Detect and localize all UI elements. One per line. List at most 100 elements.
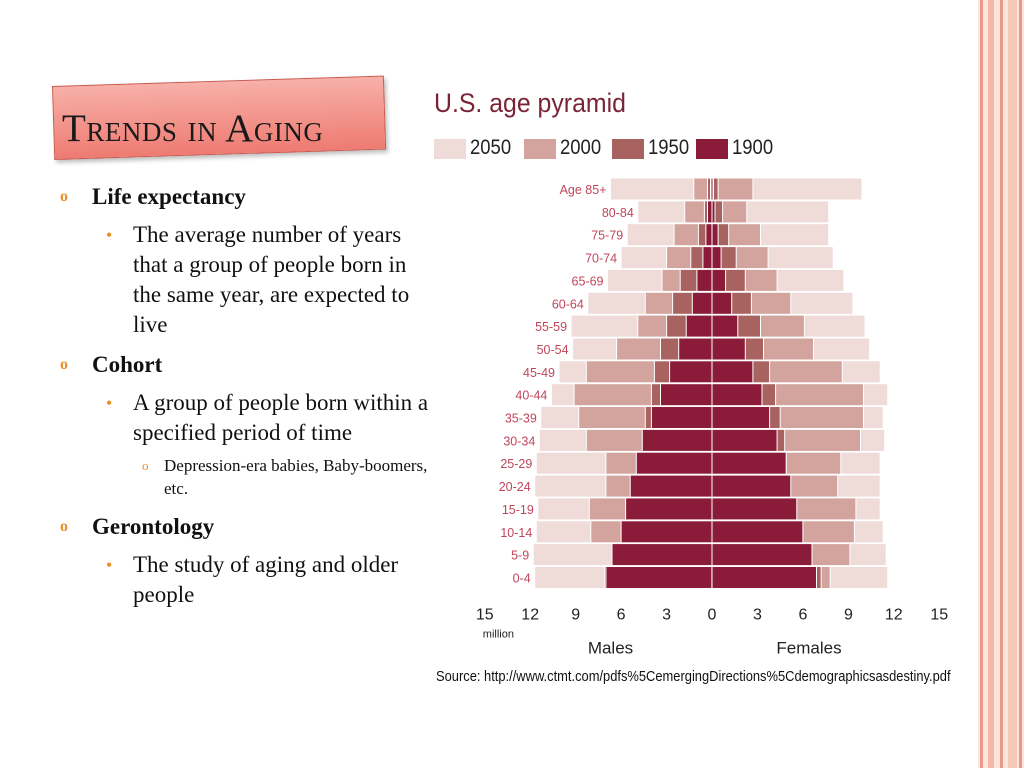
bar-female-1900-60-64: [711, 291, 733, 315]
bullet-marker-icon: o: [60, 518, 68, 535]
x-axis-unit: million: [483, 628, 514, 640]
bar-male-1900-60-64: [691, 291, 713, 315]
bar-female-1900-20-24: [711, 474, 792, 498]
bar-female-1900-75-79: [711, 223, 719, 247]
x-tick-label: 0: [708, 606, 717, 623]
age-label-50-54: 50-54: [537, 343, 569, 357]
age-label-40-44: 40-44: [515, 389, 547, 403]
bullet-life-expectancy: o Life expectancy: [60, 182, 430, 212]
bar-male-1900-80-84: [707, 200, 713, 224]
bar-female-1900-5-9: [711, 543, 813, 567]
age-label-20-24: 20-24: [499, 480, 531, 494]
x-tick-label: 15: [476, 606, 494, 623]
bullet-label: Life expectancy: [92, 184, 246, 209]
x-tick-label: 12: [885, 606, 903, 623]
sub-bullet-marker-icon: •: [106, 225, 113, 245]
bullet-text: The study of aging and older people: [133, 552, 399, 607]
legend-swatch: [612, 139, 644, 159]
bullet-label: Cohort: [92, 352, 163, 377]
legend-label: 2050: [470, 136, 512, 159]
bar-male-1900-35-39: [650, 406, 713, 429]
bar-male-1900-5-9: [611, 543, 713, 567]
age-label-45-49: 45-49: [523, 366, 555, 380]
sub-bullet-gerontology: • The study of aging and older people: [60, 550, 430, 610]
bullet-marker-icon: o: [60, 188, 68, 205]
bullet-text: Depression-era babies, Baby-boomers, etc…: [164, 456, 428, 498]
bar-female-1900-65-69: [711, 268, 727, 292]
bar-male-1900-10-14: [620, 520, 713, 544]
x-tick-label: 3: [753, 606, 762, 623]
bar-female-1900-35-39: [711, 406, 771, 429]
age-label-age-85-: Age 85+: [560, 183, 607, 197]
bar-female-1900-30-34: [711, 428, 778, 452]
x-tick-label: 6: [798, 606, 807, 623]
bar-male-1900-0-4: [605, 566, 713, 589]
bar-male-1900-70-74: [702, 246, 713, 270]
slide-title: Trends in Aging: [62, 107, 324, 150]
bar-male-1900-65-69: [696, 268, 713, 292]
legend-swatch: [696, 139, 728, 159]
age-label-35-39: 35-39: [505, 412, 537, 426]
x-tick-label: 9: [571, 606, 580, 623]
bar-female-1900-70-74: [711, 246, 722, 270]
bar-female-1900-10-14: [711, 520, 804, 544]
x-tick-label: 9: [844, 606, 853, 623]
bar-male-1900-75-79: [705, 223, 713, 247]
sub-bullet-cohort: • A group of people born within a specif…: [60, 388, 430, 448]
bar-male-1900-30-34: [641, 428, 713, 452]
x-axis-label-males: Males: [588, 638, 633, 657]
age-label-75-79: 75-79: [591, 229, 623, 243]
sub-sub-bullet-marker-icon: o: [142, 458, 149, 473]
bullet-marker-icon: o: [60, 356, 68, 373]
x-tick-label: 15: [930, 606, 948, 623]
chart-title: U.S. age pyramid: [434, 88, 626, 118]
chart-source: Source: http://www.ctmt.com/pdfs%5Cemerg…: [436, 668, 951, 685]
legend-label: 1950: [648, 136, 690, 159]
age-label-55-59: 55-59: [535, 320, 567, 334]
age-label-70-74: 70-74: [585, 252, 617, 266]
bar-male-1900-55-59: [685, 314, 713, 338]
bar-female-1900-15-19: [711, 497, 798, 521]
bar-male-1900-20-24: [629, 474, 713, 498]
bar-female-1900-25-29: [711, 451, 787, 475]
bullet-list: o Life expectancy • The average number o…: [60, 182, 430, 620]
bullet-gerontology: o Gerontology: [60, 512, 430, 542]
bullet-cohort: o Cohort: [60, 350, 430, 380]
sub-bullet-marker-icon: •: [106, 555, 113, 575]
bar-male-1900-50-54: [678, 337, 713, 361]
bar-female-1900-45-49: [711, 360, 754, 384]
x-tick-label: 6: [617, 606, 626, 623]
bar-male-1900-40-44: [660, 383, 713, 407]
x-axis-label-females: Females: [776, 638, 841, 657]
bar-male-1900-25-29: [635, 451, 713, 475]
age-label-65-69: 65-69: [572, 274, 604, 288]
bar-female-1900-80-84: [711, 200, 716, 224]
sub-bullet-life-expectancy: • The average number of years that a gro…: [60, 220, 430, 340]
legend-swatch: [524, 139, 556, 159]
bar-male-1900-15-19: [625, 497, 713, 521]
legend-label: 1900: [732, 136, 774, 159]
age-label-60-64: 60-64: [552, 297, 584, 311]
age-label-5-9: 5-9: [511, 549, 529, 563]
age-label-0-4: 0-4: [513, 572, 531, 586]
decorative-stripes: [978, 0, 1024, 768]
legend-label: 2000: [560, 136, 602, 159]
x-tick-label: 12: [521, 606, 539, 623]
bar-female-1900-0-4: [711, 566, 817, 589]
bar-female-1900-age-85-: [711, 177, 714, 201]
bullet-text: The average number of years that a group…: [133, 222, 410, 337]
bar-female-1900-55-59: [711, 314, 739, 338]
age-label-25-29: 25-29: [500, 457, 532, 471]
bullet-label: Gerontology: [92, 514, 215, 539]
bar-female-1900-40-44: [711, 383, 763, 407]
bullet-text: A group of people born within a specifie…: [133, 390, 429, 445]
bar-female-1900-50-54: [711, 337, 746, 361]
sub-sub-bullet-cohort-example: o Depression-era babies, Baby-boomers, e…: [60, 454, 430, 500]
age-pyramid-chart: Age 85+ 80-84 75-79 70-74 65-69 60-64 55-59 50-…: [476, 177, 948, 657]
sub-bullet-marker-icon: •: [106, 393, 113, 413]
legend-swatch: [434, 139, 466, 159]
age-label-80-84: 80-84: [602, 206, 634, 220]
age-label-30-34: 30-34: [503, 434, 535, 448]
bar-male-1900-45-49: [669, 360, 713, 384]
x-tick-label: 3: [662, 606, 671, 623]
